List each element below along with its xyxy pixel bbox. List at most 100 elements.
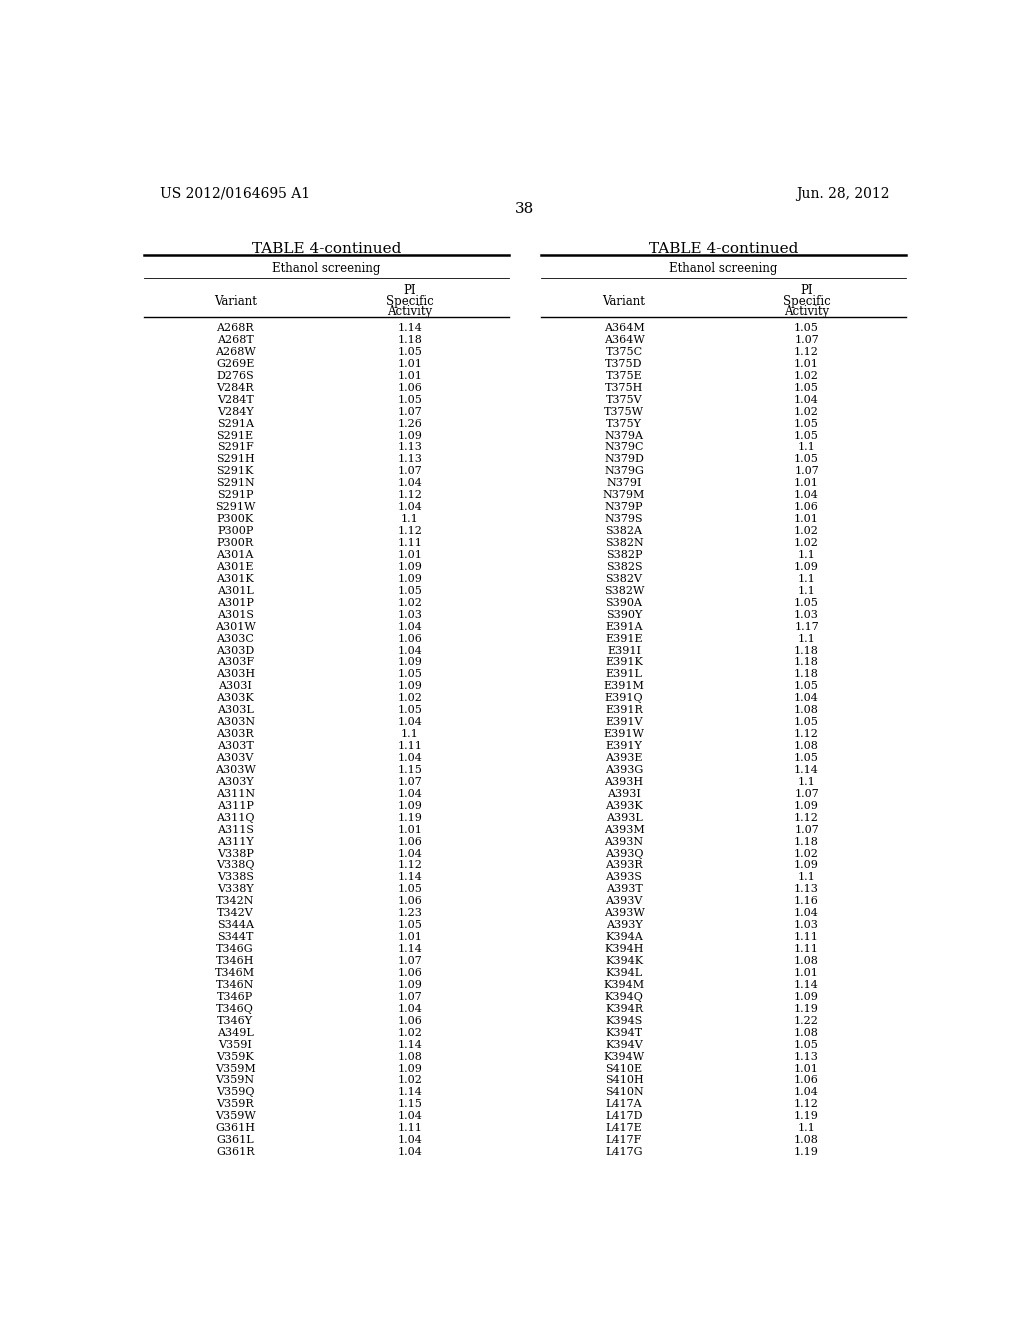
Text: 1.07: 1.07 (397, 407, 422, 417)
Text: V359W: V359W (215, 1111, 256, 1121)
Text: Ethanol screening: Ethanol screening (272, 263, 381, 275)
Text: 1.11: 1.11 (397, 539, 422, 548)
Text: 1.05: 1.05 (794, 418, 819, 429)
Text: A303T: A303T (217, 741, 254, 751)
Text: 1.15: 1.15 (397, 764, 422, 775)
Text: A311Q: A311Q (216, 813, 254, 822)
Text: 1.06: 1.06 (397, 383, 422, 393)
Text: V338Y: V338Y (217, 884, 254, 895)
Text: 1.09: 1.09 (794, 861, 819, 870)
Text: 1.12: 1.12 (794, 347, 819, 356)
Text: A268R: A268R (216, 323, 254, 333)
Text: 1.14: 1.14 (397, 873, 422, 883)
Text: A303Y: A303Y (217, 777, 254, 787)
Text: K394M: K394M (603, 979, 644, 990)
Text: T346P: T346P (217, 991, 253, 1002)
Text: 1.18: 1.18 (794, 837, 819, 846)
Text: A393M: A393M (603, 825, 644, 834)
Text: 1.14: 1.14 (397, 323, 422, 333)
Text: T342V: T342V (217, 908, 254, 919)
Text: PI: PI (800, 284, 813, 297)
Text: 1.13: 1.13 (397, 454, 422, 465)
Text: S291E: S291E (216, 430, 254, 441)
Text: 1.03: 1.03 (794, 610, 819, 619)
Text: 1.12: 1.12 (397, 490, 422, 500)
Text: 1.06: 1.06 (397, 837, 422, 846)
Text: S390Y: S390Y (606, 610, 642, 619)
Text: 1.07: 1.07 (397, 777, 422, 787)
Text: T375W: T375W (604, 407, 644, 417)
Text: K394R: K394R (605, 1003, 643, 1014)
Text: P300K: P300K (216, 515, 254, 524)
Text: E391E: E391E (605, 634, 643, 644)
Text: 1.02: 1.02 (794, 539, 819, 548)
Text: 1.12: 1.12 (397, 527, 422, 536)
Text: 1.08: 1.08 (794, 741, 819, 751)
Text: 1.1: 1.1 (798, 1123, 815, 1133)
Text: 1.05: 1.05 (794, 430, 819, 441)
Text: 1.04: 1.04 (794, 1088, 819, 1097)
Text: Variant: Variant (214, 294, 257, 308)
Text: N379G: N379G (604, 466, 644, 477)
Text: V284T: V284T (217, 395, 254, 405)
Text: V284Y: V284Y (217, 407, 254, 417)
Text: K394T: K394T (605, 1028, 643, 1038)
Text: 1.1: 1.1 (798, 777, 815, 787)
Text: L417D: L417D (605, 1111, 643, 1121)
Text: 1.14: 1.14 (794, 764, 819, 775)
Text: 1.02: 1.02 (397, 598, 422, 607)
Text: E391A: E391A (605, 622, 643, 632)
Text: 1.07: 1.07 (795, 825, 819, 834)
Text: A393R: A393R (605, 861, 643, 870)
Text: 1.02: 1.02 (397, 693, 422, 704)
Text: K394A: K394A (605, 932, 643, 942)
Text: A301K: A301K (216, 574, 254, 583)
Text: N379P: N379P (605, 502, 643, 512)
Text: 1.08: 1.08 (794, 1028, 819, 1038)
Text: A393L: A393L (605, 813, 642, 822)
Text: 1.05: 1.05 (397, 920, 422, 931)
Text: 1.09: 1.09 (397, 657, 422, 668)
Text: 1.11: 1.11 (397, 741, 422, 751)
Text: 1.05: 1.05 (794, 717, 819, 727)
Text: 1.04: 1.04 (397, 789, 422, 799)
Text: 1.04: 1.04 (397, 1147, 422, 1158)
Text: 1.04: 1.04 (794, 693, 819, 704)
Text: 1.02: 1.02 (397, 1028, 422, 1038)
Text: 1.01: 1.01 (397, 932, 422, 942)
Text: V359I: V359I (218, 1040, 252, 1049)
Text: 1.11: 1.11 (397, 1123, 422, 1133)
Text: A311S: A311S (217, 825, 254, 834)
Text: 1.04: 1.04 (794, 490, 819, 500)
Text: P300R: P300R (216, 539, 254, 548)
Text: 1.01: 1.01 (397, 359, 422, 368)
Text: A303R: A303R (216, 729, 254, 739)
Text: G269E: G269E (216, 359, 254, 368)
Text: T346Q: T346Q (216, 1003, 254, 1014)
Text: A301L: A301L (217, 586, 254, 595)
Text: 1.18: 1.18 (397, 335, 422, 345)
Text: V359R: V359R (216, 1100, 254, 1109)
Text: 1.01: 1.01 (397, 550, 422, 560)
Text: N379C: N379C (604, 442, 644, 453)
Text: 1.07: 1.07 (397, 991, 422, 1002)
Text: 1.13: 1.13 (397, 442, 422, 453)
Text: G361L: G361L (216, 1135, 254, 1146)
Text: A301S: A301S (217, 610, 254, 619)
Text: 1.04: 1.04 (397, 1111, 422, 1121)
Text: T375Y: T375Y (606, 418, 642, 429)
Text: P300P: P300P (217, 527, 253, 536)
Text: A393K: A393K (605, 801, 643, 810)
Text: T375E: T375E (605, 371, 642, 381)
Text: S382N: S382N (604, 539, 643, 548)
Text: V359N: V359N (216, 1076, 255, 1085)
Text: S390A: S390A (605, 598, 642, 607)
Text: A311P: A311P (217, 801, 254, 810)
Text: 1.03: 1.03 (397, 610, 422, 619)
Text: 1.19: 1.19 (794, 1147, 819, 1158)
Text: 1.1: 1.1 (798, 634, 815, 644)
Text: Activity: Activity (784, 305, 829, 318)
Text: A311Y: A311Y (217, 837, 254, 846)
Text: 1.13: 1.13 (794, 1052, 819, 1061)
Text: 1.01: 1.01 (794, 359, 819, 368)
